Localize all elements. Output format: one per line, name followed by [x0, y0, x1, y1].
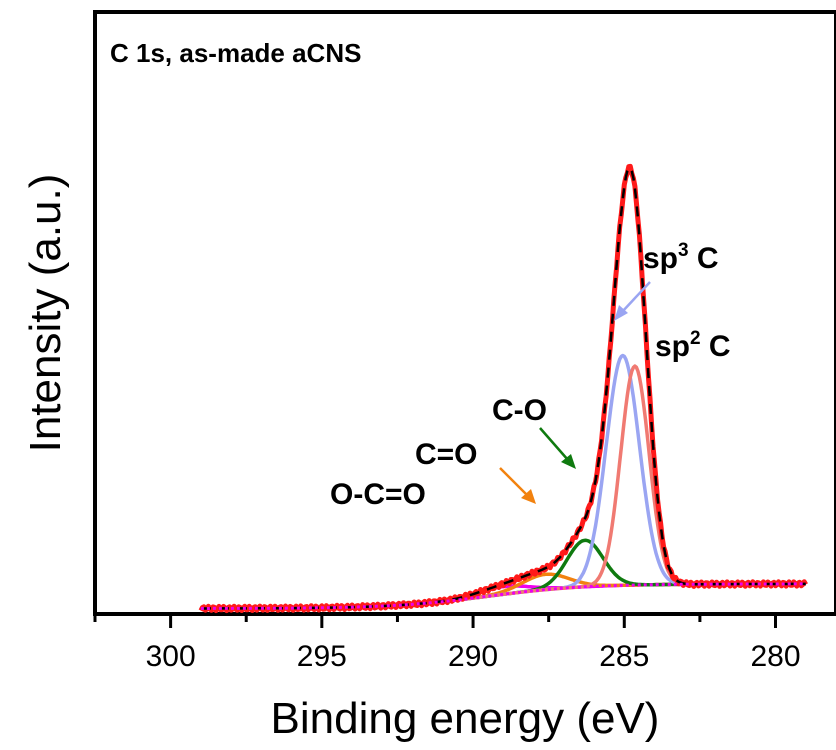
- x-tick-label: 290: [448, 640, 498, 673]
- annotation-sp3-main: sp: [643, 242, 678, 275]
- peak-curve-c-o: [200, 538, 806, 611]
- annotation-sp3-sup: 3: [678, 240, 689, 261]
- plot-frame: [93, 10, 836, 616]
- arrow-c-double-o: [499, 467, 536, 504]
- x-tick-label: 300: [146, 640, 196, 673]
- peak-annotations: sp3 C sp2 C C-O C=O O-C=O: [330, 240, 731, 511]
- chart-title: C 1s, as-made aCNS: [110, 38, 361, 68]
- peak-curve-c-double-o: [200, 572, 806, 611]
- annotation-c-double-o: C=O: [415, 438, 478, 471]
- x-tick-label: 280: [750, 640, 800, 673]
- annotation-o-c-double-o: O-C=O: [330, 478, 426, 511]
- envelope-fit-curve: [200, 166, 806, 610]
- baseline-curve: [200, 582, 806, 610]
- x-tick-label: 295: [297, 640, 347, 673]
- x-tick-label: 285: [599, 640, 649, 673]
- y-axis-title: Intensity (a.u.): [21, 174, 70, 453]
- annotation-c-o: C-O: [492, 394, 547, 427]
- arrow-c-o: [539, 427, 576, 469]
- raw-data-curve: [198, 163, 808, 614]
- annotation-sp2-c: sp2 C: [655, 328, 731, 363]
- annotation-sp3-tail: C: [689, 242, 719, 275]
- annotation-sp2-tail: C: [701, 330, 731, 363]
- annotation-sp3-c: sp3 C: [643, 240, 719, 275]
- annotation-sp2-main: sp: [655, 330, 690, 363]
- x-axis-title: Binding energy (eV): [271, 694, 660, 743]
- curves-layer: [198, 163, 808, 614]
- arrow-sp3: [614, 281, 651, 321]
- x-axis-ticks: 300 295 290 285 280: [93, 614, 801, 673]
- annotation-sp2-sup: 2: [690, 328, 701, 349]
